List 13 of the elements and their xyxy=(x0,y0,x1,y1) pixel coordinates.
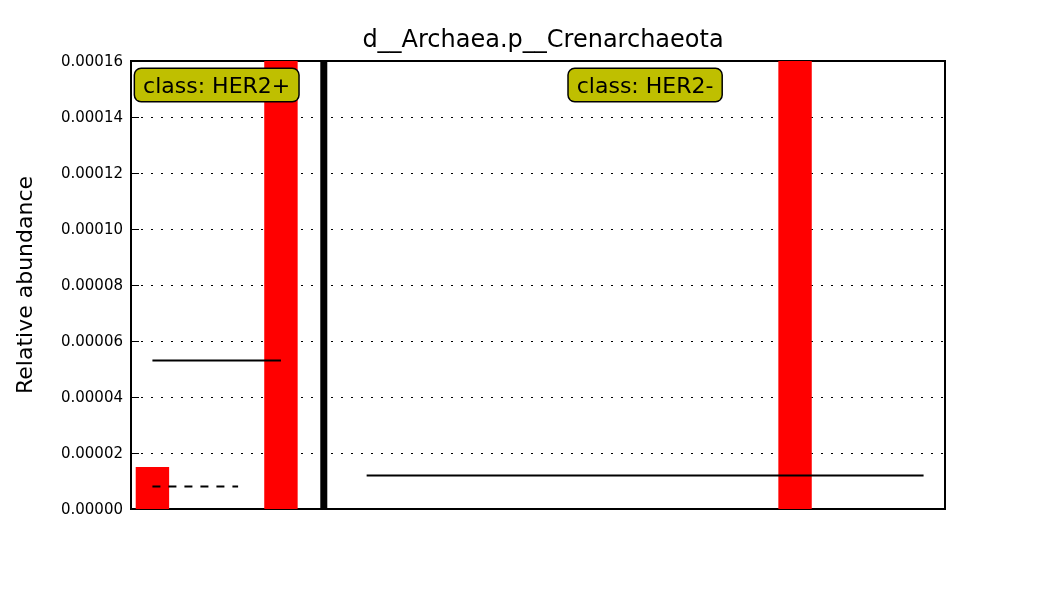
y-tick-label: 0.00014 xyxy=(60,108,123,126)
y-tick-label: 0.00010 xyxy=(60,220,123,238)
y-tick-label: 0.00004 xyxy=(60,388,123,406)
y-tick-label: 0.00006 xyxy=(60,332,123,350)
y-axis-title: Relative abundance xyxy=(11,175,37,395)
y-tick-label: 0.00002 xyxy=(60,444,123,462)
annotation: class: HER2+ xyxy=(143,72,291,98)
chart-title: d__Archaea.p__Crenarchaeota xyxy=(362,25,724,53)
y-tick-label: 0.00016 xyxy=(60,52,123,70)
y-tick-label: 0.00008 xyxy=(60,276,123,294)
y-tick-label: 0.00012 xyxy=(60,164,123,182)
y-tick-label: 0.00000 xyxy=(60,500,123,518)
annotation: class: HER2- xyxy=(576,72,714,98)
